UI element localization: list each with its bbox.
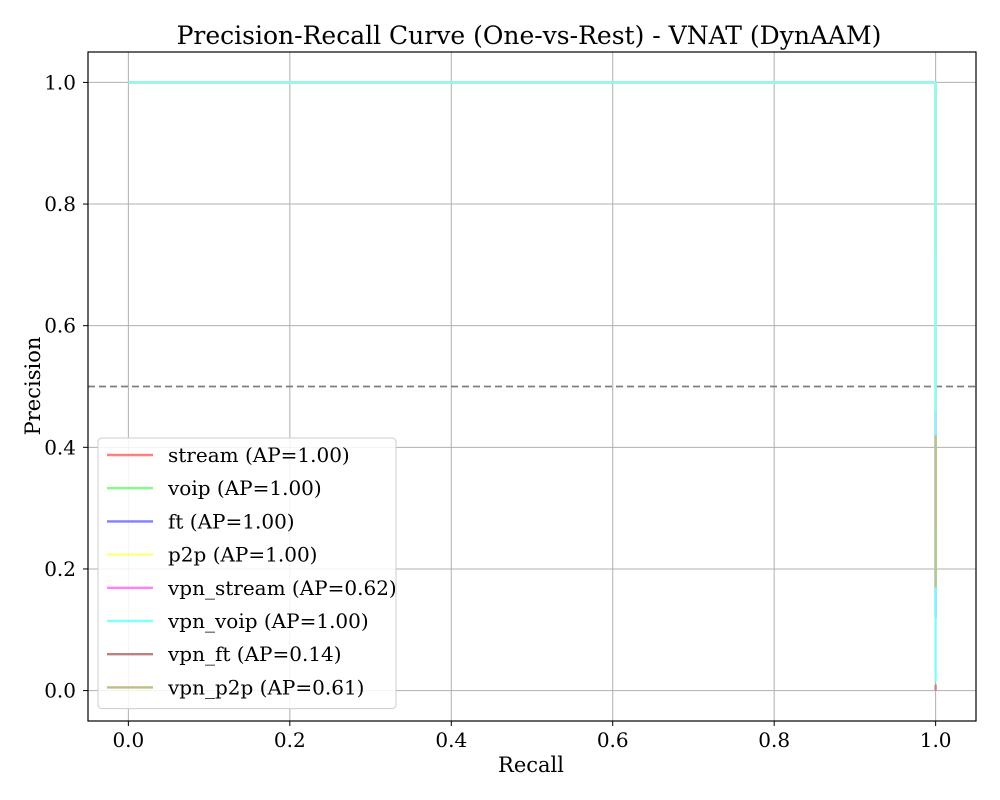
series-line-0 (128, 81, 937, 253)
series-layer (128, 81, 937, 691)
x-tick-label: 0.6 (597, 728, 629, 752)
legend-box (97, 437, 397, 710)
series-line-1 (128, 81, 937, 387)
x-axis-label: Recall (498, 753, 564, 777)
x-tick-label: 0.8 (758, 728, 790, 752)
x-tick-label: 1.0 (920, 728, 952, 752)
plot-frame (87, 51, 977, 722)
legend-label: vpn_p2p (AP=0.61) (167, 675, 364, 699)
x-tick-label: 0.0 (112, 728, 144, 752)
chart-title: Precision-Recall Curve (One-vs-Rest) - V… (177, 21, 882, 50)
legend-label: vpn_voip (AP=1.00) (167, 609, 369, 633)
y-tick-label: 0.6 (44, 314, 76, 338)
legend-label: ft (AP=1.00) (168, 509, 295, 533)
legend-label: vpn_stream (AP=0.62) (167, 576, 397, 600)
y-tick-label: 0.0 (44, 679, 76, 703)
axis-ticks: 0.0 0.2 0.4 0.6 0.8 1.0 0.0 0.2 0.4 0.6 0.8 1.0 (44, 70, 951, 752)
y-axis-label: Precision (21, 337, 45, 436)
legend: stream (AP=1.00) voip (AP=1.00) ft (AP=1.0… (97, 437, 397, 710)
y-tick-label: 0.4 (44, 435, 76, 459)
legend-label: voip (AP=1.00) (167, 476, 322, 500)
x-tick-label: 0.4 (435, 728, 467, 752)
legend-label: stream (AP=1.00) (168, 443, 350, 467)
y-tick-label: 0.2 (44, 557, 76, 581)
y-tick-label: 1.0 (44, 70, 76, 94)
x-tick-label: 0.2 (274, 728, 306, 752)
y-tick-label: 0.8 (44, 192, 76, 216)
legend-label: vpn_ft (AP=0.14) (167, 642, 342, 666)
legend-label: p2p (AP=1.00) (168, 543, 317, 567)
